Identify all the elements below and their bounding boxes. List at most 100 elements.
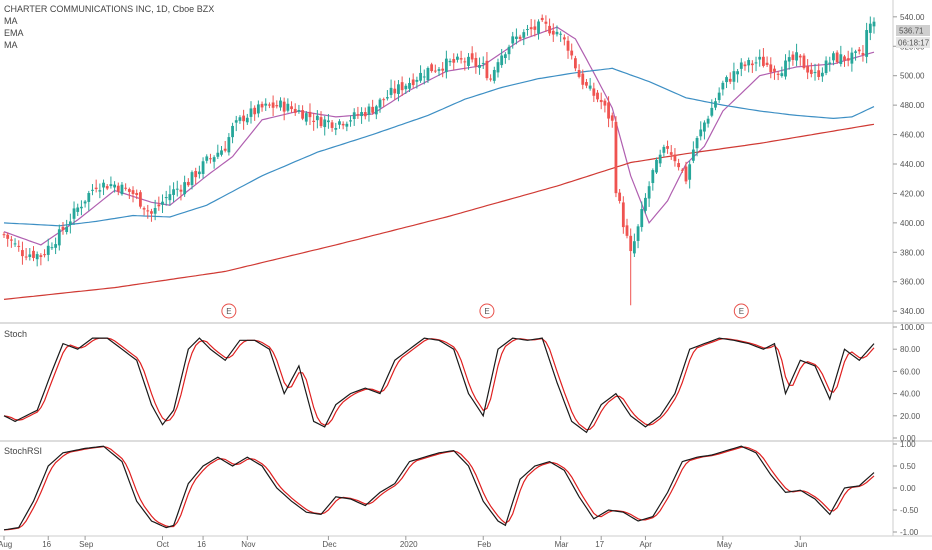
candle-body (758, 56, 762, 60)
candle-body (824, 60, 828, 74)
candle-body (747, 60, 751, 66)
candle-body (220, 150, 223, 155)
candle-body (319, 117, 323, 127)
candle-body (146, 210, 150, 212)
axes-layer: 340.00 360.00 380.00 400.00 420.00 440.00 460.… (0, 13, 925, 549)
candle-body (356, 114, 360, 116)
candle-body (91, 189, 94, 191)
candle-body (795, 52, 798, 61)
candle-body (500, 55, 504, 66)
candle-body (706, 118, 710, 124)
stochrsi-k-line (3, 445, 875, 531)
candle-body (559, 33, 563, 35)
candle-body (186, 181, 190, 186)
candle-body (360, 112, 363, 117)
earnings-marker-label: E (226, 307, 231, 316)
price-y-tick-label: 480.00 (900, 101, 925, 110)
candle-body (562, 37, 566, 40)
candle-body (518, 36, 522, 39)
candle-body (688, 164, 692, 180)
candle-body (820, 72, 824, 77)
candle-body (511, 36, 515, 44)
candle-body (526, 29, 529, 31)
candle-body (703, 122, 706, 132)
candle-body (304, 113, 308, 122)
candle-body (437, 69, 441, 71)
candle-body (666, 146, 669, 149)
candle-body (784, 60, 787, 77)
candle-body (485, 60, 489, 79)
candle-body (271, 102, 275, 108)
candle-body (301, 110, 305, 119)
candle-body (673, 154, 677, 162)
candle-body (540, 17, 544, 21)
candle-body (596, 92, 599, 100)
candle-body (183, 182, 187, 195)
candle-body (655, 159, 658, 173)
candle-body (828, 62, 832, 65)
candle-body (769, 64, 773, 73)
candle-body (419, 72, 422, 81)
candle-body (24, 256, 28, 258)
candle-body (334, 128, 338, 130)
candle-body (308, 111, 312, 118)
candle-body (721, 82, 725, 90)
candle-body (813, 72, 817, 74)
stoch-y-tick-label: 40.00 (900, 390, 921, 399)
candle-body (522, 32, 526, 38)
candle-body (378, 99, 382, 108)
candle-body (68, 221, 72, 225)
indicator-label-ema[interactable]: EMA (4, 28, 24, 38)
candle-body (87, 193, 91, 202)
candle-body (662, 146, 666, 153)
candle-body (695, 137, 699, 149)
indicator-label-ma[interactable]: MA (4, 16, 18, 26)
candle-body (109, 184, 113, 187)
candle-body (555, 31, 559, 35)
candle-body (433, 70, 437, 72)
candle-body (2, 234, 6, 236)
stoch-pane-label[interactable]: Stoch (4, 329, 27, 339)
candle-body (397, 84, 400, 94)
candle-body (548, 25, 551, 34)
candle-body (585, 82, 588, 86)
stochrsi-pane[interactable] (3, 445, 875, 531)
candle-body (260, 103, 264, 108)
candle-body (190, 172, 194, 186)
candle-body (382, 99, 386, 101)
candle-body (227, 137, 231, 153)
stochrsi-pane-label[interactable]: StochRSI (4, 446, 42, 456)
candle-body (868, 23, 872, 33)
x-axis-tick-label: Dec (322, 540, 336, 549)
candle-body (242, 115, 246, 122)
candle-body (253, 107, 257, 115)
candle-body (212, 157, 216, 162)
candle-body (98, 190, 102, 192)
x-axis-tick-label: Jun (794, 540, 807, 549)
candle-body (415, 79, 419, 82)
price-y-tick-label: 340.00 (900, 307, 925, 316)
candle-body (297, 110, 301, 112)
candle-body (50, 247, 54, 249)
candle-body (765, 62, 769, 65)
candle-body (850, 52, 854, 64)
stoch-pane[interactable] (3, 337, 875, 434)
candlestick-series[interactable] (2, 14, 876, 306)
candle-body (32, 250, 35, 258)
indicator-label-ma-slow[interactable]: MA (4, 40, 18, 50)
candle-body (290, 106, 293, 110)
candle-body (153, 208, 157, 214)
candle-body (374, 106, 378, 115)
candle-body (120, 184, 124, 195)
ma-fast-line (3, 26, 875, 246)
candle-body (677, 163, 681, 168)
candle-body (481, 62, 485, 64)
candle-body (640, 209, 644, 228)
stoch-y-tick-label: 100.00 (900, 323, 925, 332)
x-axis-tick-label: Nov (241, 540, 255, 549)
candle-body (618, 192, 622, 201)
candle-body (503, 54, 507, 58)
candle-body (496, 62, 500, 73)
